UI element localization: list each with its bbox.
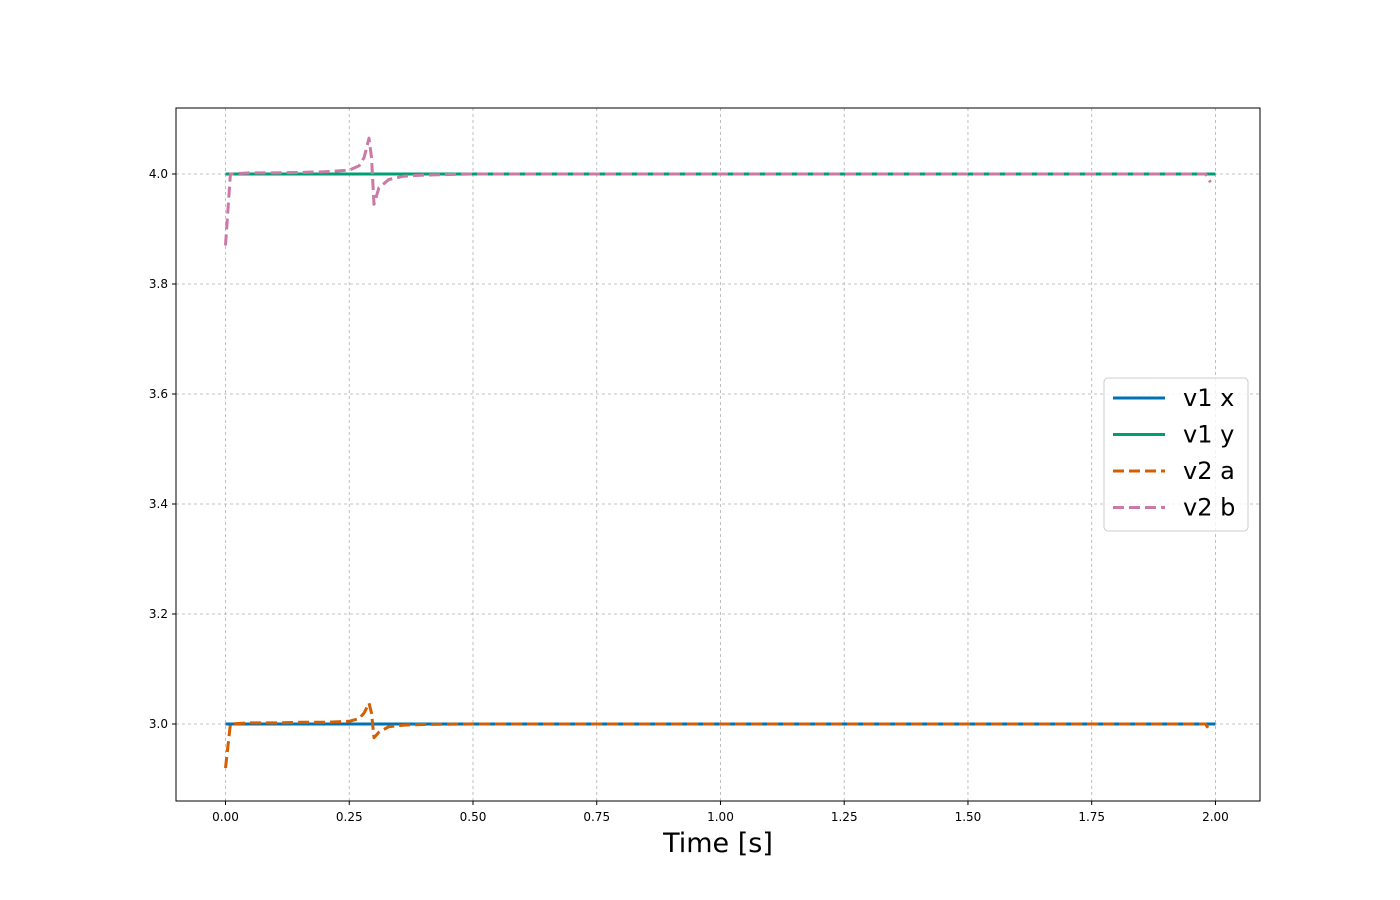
- legend: v1 x v1 y v2 a v2 b: [1103, 377, 1249, 532]
- series-line-v2-b: [224, 136, 1212, 246]
- legend-label: v1 y: [1183, 421, 1234, 449]
- plot-area-frame: [175, 107, 1261, 802]
- legend-label: v1 x: [1183, 384, 1234, 412]
- x-tick-label: 1.75: [1078, 810, 1105, 824]
- x-tick-label: 0.75: [583, 810, 610, 824]
- legend-label: v2 a: [1183, 457, 1235, 485]
- x-axis-label: Time [s]: [662, 828, 773, 859]
- x-tick-label: 1.25: [831, 810, 858, 824]
- series-line-v2-a: [224, 701, 1212, 769]
- x-tick-label: 0.25: [336, 810, 363, 824]
- x-tick-label: 1.50: [955, 810, 982, 824]
- y-axis-ticks: 3.0 3.2 3.4 3.6 3.8 4.0: [149, 167, 176, 731]
- x-tick-label: 0.00: [212, 810, 239, 824]
- legend-box: [1103, 377, 1249, 532]
- y-tick-label: 3.0: [149, 717, 168, 731]
- x-tick-label: 1.00: [707, 810, 734, 824]
- grid-lines: [176, 108, 1260, 801]
- x-tick-label: 2.00: [1202, 810, 1229, 824]
- y-tick-label: 3.4: [149, 497, 168, 511]
- y-tick-label: 3.6: [149, 387, 168, 401]
- x-axis-ticks: 0.00 0.25 0.50 0.75 1.00 1.25 1.50 1.75 2.00: [212, 801, 1229, 824]
- series-lines: [224, 136, 1216, 769]
- legend-label: v2 b: [1183, 494, 1235, 522]
- y-tick-label: 4.0: [149, 167, 168, 181]
- y-tick-label: 3.8: [149, 277, 168, 291]
- x-tick-label: 0.50: [460, 810, 487, 824]
- y-tick-label: 3.2: [149, 607, 168, 621]
